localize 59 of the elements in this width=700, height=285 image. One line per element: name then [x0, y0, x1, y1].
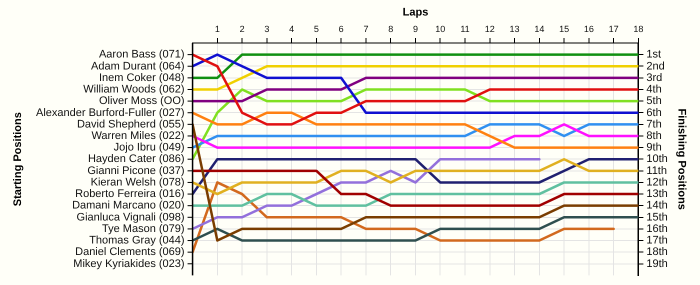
- category-label: Mikey Kyriakides (023): [73, 258, 185, 270]
- x-tick-label: 15: [559, 24, 570, 34]
- y2-tick-label: 14th: [646, 200, 668, 212]
- x-axis-title: Laps: [402, 6, 428, 19]
- category-label: Kieran Welsh (078): [90, 176, 185, 188]
- y2-tick-label: 2nd: [646, 60, 665, 72]
- category-label: Gianni Picone (037): [87, 164, 185, 177]
- y2-tick-label: 16th: [646, 222, 668, 235]
- category-label: Alexander Burford-Fuller (027): [36, 106, 185, 119]
- text: Starting Positions: [12, 112, 24, 206]
- x-tick-label: 3: [264, 24, 270, 34]
- y2-tick-label: 9th: [646, 142, 662, 154]
- x-tick-label: 8: [388, 24, 394, 34]
- x-tick-label: 5: [314, 24, 319, 34]
- x-tick-label: 13: [510, 24, 520, 34]
- y2-tick-label: 12th: [646, 176, 668, 188]
- x-tick-label: 1: [214, 24, 220, 34]
- y2-tick-label: 18th: [646, 246, 668, 258]
- y2-tick-label: 1st: [646, 48, 662, 61]
- y2-tick-label: 6th: [646, 106, 662, 119]
- category-label: Roberto Ferreira (016): [75, 188, 185, 200]
- category-label: David Shepherd (055): [76, 118, 185, 130]
- x-tick-label: 10: [435, 24, 446, 34]
- category-label: Hayden Cater (086): [88, 153, 185, 166]
- y2-tick-label: 8th: [646, 130, 662, 142]
- category-label: Adam Durant (064): [91, 60, 185, 72]
- category-label: Gianluca Vignali (098): [76, 211, 185, 224]
- x-tick-label: 11: [460, 24, 470, 34]
- y2-tick-label: 4th: [646, 84, 662, 96]
- x-tick-label: 14: [534, 24, 544, 34]
- x-tick-label: 7: [363, 24, 368, 34]
- category-label: Daniel Clements (069): [75, 246, 185, 258]
- x-tick-label: 17: [608, 24, 619, 34]
- x-tick-label: 18: [633, 24, 644, 34]
- y2-tick-label: 10th: [646, 153, 668, 166]
- x-tick-label: 12: [484, 24, 495, 34]
- y2-tick-label: 11th: [646, 164, 667, 177]
- category-label: Oliver Moss (OO): [99, 95, 185, 108]
- y2-tick-label: 7th: [646, 118, 662, 130]
- category-label: Warren Miles (022): [91, 130, 185, 142]
- y2-tick-label: 5th: [646, 95, 662, 108]
- category-label: Tye Mason (079): [102, 222, 185, 235]
- x-tick-label: 4: [289, 24, 294, 34]
- y2-axis-title: Finishing Positions: [675, 108, 688, 210]
- category-label: Inem Coker (048): [98, 72, 185, 84]
- x-tick-label: 2: [240, 24, 245, 34]
- y2-tick-label: 19th: [646, 258, 668, 270]
- x-tick-label: 6: [338, 24, 344, 34]
- y2-tick-label: 15th: [646, 211, 668, 224]
- category-label: Damani Marcano (020): [72, 200, 185, 212]
- y2-tick-label: 13th: [646, 188, 668, 200]
- category-label: Jojo Ibru (049): [114, 142, 185, 154]
- y2-tick-label: 3rd: [646, 72, 662, 84]
- category-label: Aaron Bass (071): [98, 48, 185, 61]
- category-label: Thomas Gray (044): [89, 234, 185, 247]
- x-tick-label: 9: [412, 24, 418, 34]
- x-tick-label: 16: [584, 24, 594, 34]
- category-label: William Woods (062): [83, 84, 185, 96]
- y2-tick-label: 17th: [646, 234, 668, 247]
